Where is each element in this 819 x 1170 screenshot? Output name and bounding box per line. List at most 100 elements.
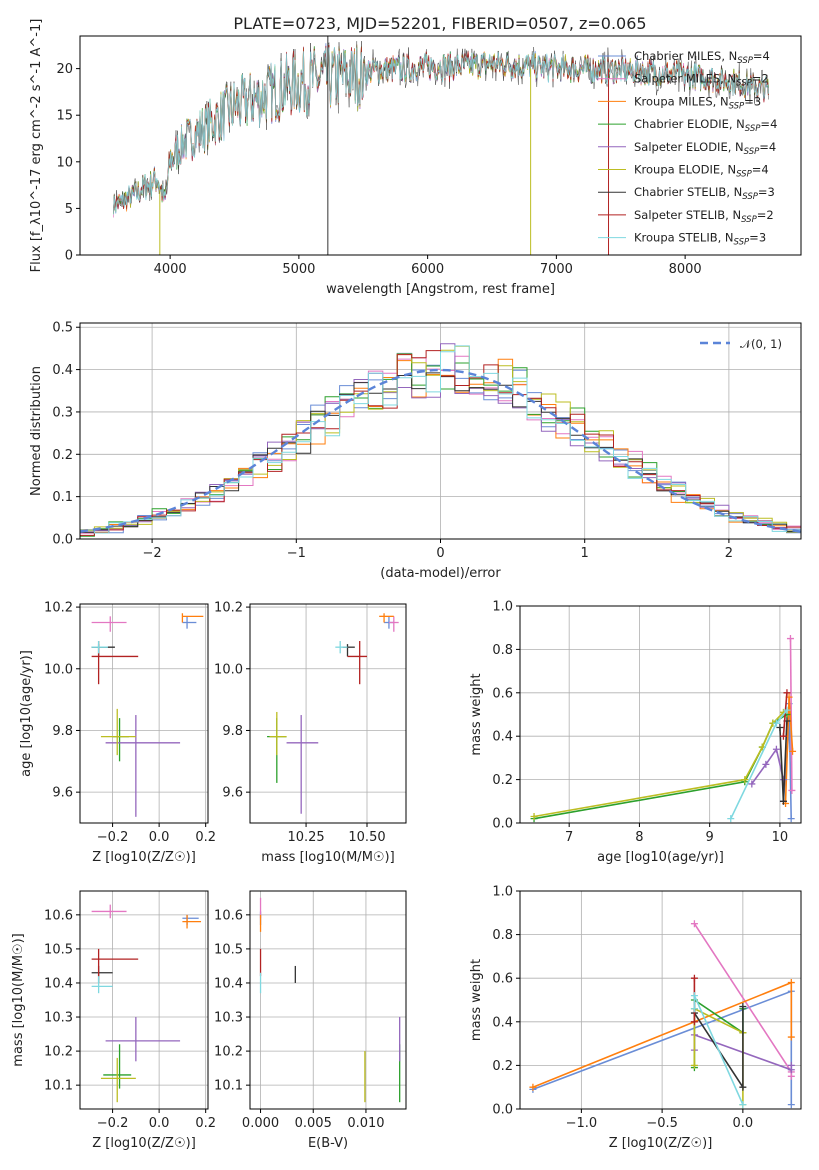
mass-vs-Z-plot-area [91,904,202,1103]
x-tick-label: 10 [772,830,789,845]
y-tick-label: 10.0 [44,662,73,677]
y-tick-label: 10.2 [214,601,243,616]
legend-nssp-prefix: , N [721,49,737,63]
y-tick-label: 10.2 [44,601,73,616]
x-tick-label: 0.000 [242,1116,279,1131]
x-tick-label: 1 [581,546,589,561]
weight-marker [772,745,780,753]
mass-weight-vs-Z-panel: −1.0 −0.5 0.0 0.0 0.2 0.4 0.6 0.8 1.0 Z [log10(Z/… [469,885,802,1151]
legend-model-name: Salpeter ELODIE [634,140,728,154]
legend-nssp-value: 2 [761,72,768,86]
mass-weight-vs-Z-plot-area [529,920,795,1109]
weight-marker [787,1061,795,1069]
weight-marker [789,747,797,755]
legend-nssp-subscript: SSP [744,147,760,157]
spectrum-frame [79,35,802,256]
y-tick-label: 9.8 [52,724,73,739]
legend-nssp-subscript: SSP [741,215,757,225]
legend-label: Kroupa MILES, NSSP=3 [634,94,761,111]
weight-marker [530,812,538,820]
y-tick-label: 0.5 [52,321,73,336]
legend-nssp-equals: = [752,72,762,86]
weight-marker [787,815,795,823]
age-vs-Z-ticks: −0.2 0.0 0.2 9.6 9.8 10.0 10.2 [44,601,216,845]
y-tick-label: 1.0 [492,885,513,900]
x-tick-label: −0.2 [97,1116,129,1131]
weight-marker [741,776,749,784]
weight-marker [787,979,795,987]
age-vs-mass-frame [249,603,407,824]
weight-line-kroupa-stelib [730,709,788,820]
legend-nssp-subscript: SSP [734,238,750,248]
legend-model-name: Chabrier MILES [634,49,721,63]
weight-marker [779,732,787,740]
age-vs-Z-plot-area [91,613,204,817]
legend-nssp-prefix: , N [718,231,734,245]
y-tick-label: 0.0 [52,533,73,548]
mass-weight-vs-Z-xlabel: Z [log10(Z/Z☉)] [609,1136,713,1151]
legend-label: 𝒩(0, 1) [740,337,782,351]
weight-marker [779,797,787,805]
y-tick-label: 1.0 [492,600,513,615]
spectrum-xlabel: wavelength [Angstrom, rest frame] [326,282,555,297]
legend-nssp-equals: = [752,163,762,177]
y-tick-label: 0.2 [492,1059,513,1074]
mass-weight-vs-age-xlabel: age [log10(age/yr)] [597,850,724,865]
residual-histogram-frame [79,322,802,540]
legend-nssp-prefix: , N [726,185,742,199]
y-tick-label: 10.6 [214,908,243,923]
legend-label: Chabrier STELIB, NSSP=3 [634,185,775,202]
y-tick-label: 0.1 [52,490,73,505]
mass-weight-vs-age-plot-area [530,635,797,823]
legend-nssp-value: 3 [759,231,766,245]
mass-vs-Z-panel: −0.2 0.0 0.2 10.1 10.2 10.3 10.4 10.5 10.6 Z [log… [11,890,216,1151]
x-tick-label: 8000 [669,262,702,277]
x-tick-label: −1 [287,546,306,561]
weight-line-kroupa-elodie [533,711,784,818]
y-tick-label: 9.6 [222,786,243,801]
mass-vs-ebv-panel: 0.000 0.005 0.010 10.1 10.2 10.3 10.4 10.5 10.6 E… [214,890,407,1151]
y-tick-label: 0.0 [492,1103,513,1118]
age-vs-Z-panel: −0.2 0.0 0.2 9.6 9.8 10.0 10.2 Z [log10(Z/Z☉)] a… [19,601,216,865]
x-tick-label: 0.0 [149,1116,170,1131]
weight-line-salpeter-stelib [782,692,788,737]
y-tick-label: 0.2 [492,773,513,788]
legend-model-name: Chabrier ELODIE [634,117,729,131]
weight-marker [690,920,698,928]
weight-marker [772,719,780,727]
figure-title: PLATE=0723, MJD=52201, FIBERID=0507, z=0… [233,14,646,33]
x-tick-label: 9 [706,830,714,845]
spectrum-line-kroupa-stelib [113,46,769,215]
y-tick-label: 20 [56,62,73,77]
legend-nssp-equals: = [759,140,769,154]
x-tick-label: 6000 [411,262,444,277]
weight-line-salpeter-elodie [751,747,785,785]
y-tick-label: 10.4 [214,976,243,991]
mass-vs-ebv-plot-area [259,897,401,1103]
y-tick-label: 0.0 [492,817,513,832]
legend-nssp-prefix: , N [725,208,741,222]
y-tick-label: 10.4 [44,976,73,991]
legend-nssp-equals: = [753,49,763,63]
y-tick-label: 10.2 [44,1045,73,1060]
mass-weight-vs-Z-ticks: −1.0 −0.5 0.0 0.0 0.2 0.4 0.6 0.8 1.0 [492,885,753,1132]
y-tick-label: 0.4 [492,1015,513,1030]
legend-nssp-equals: = [749,231,759,245]
mass-weight-vs-age-panel: 7 8 9 10 0.0 0.2 0.4 0.6 0.8 1.0 age [log10(age/yr… [469,600,802,865]
legend-nssp-prefix: , N [728,140,744,154]
legend-nssp-value: 4 [763,49,770,63]
legend-nssp-equals: = [744,94,754,108]
y-tick-label: 0.8 [492,928,513,943]
weight-marker [788,786,796,794]
weight-marker [748,780,756,788]
x-tick-label: 0.0 [733,1116,754,1131]
y-tick-label: 0.8 [492,643,513,658]
y-tick-label: 0.2 [52,448,73,463]
weight-marker [690,1005,698,1013]
x-tick-label: 7 [565,830,573,845]
y-tick-label: 0.3 [52,405,73,420]
mass-vs-Z-ylabel: mass [log10(M/M☉)] [11,933,26,1066]
weight-marker [690,974,698,982]
residual-histogram-ticks: −2 −1 0 1 2 0.0 0.1 0.2 0.3 0.4 0.5 [52,321,733,561]
